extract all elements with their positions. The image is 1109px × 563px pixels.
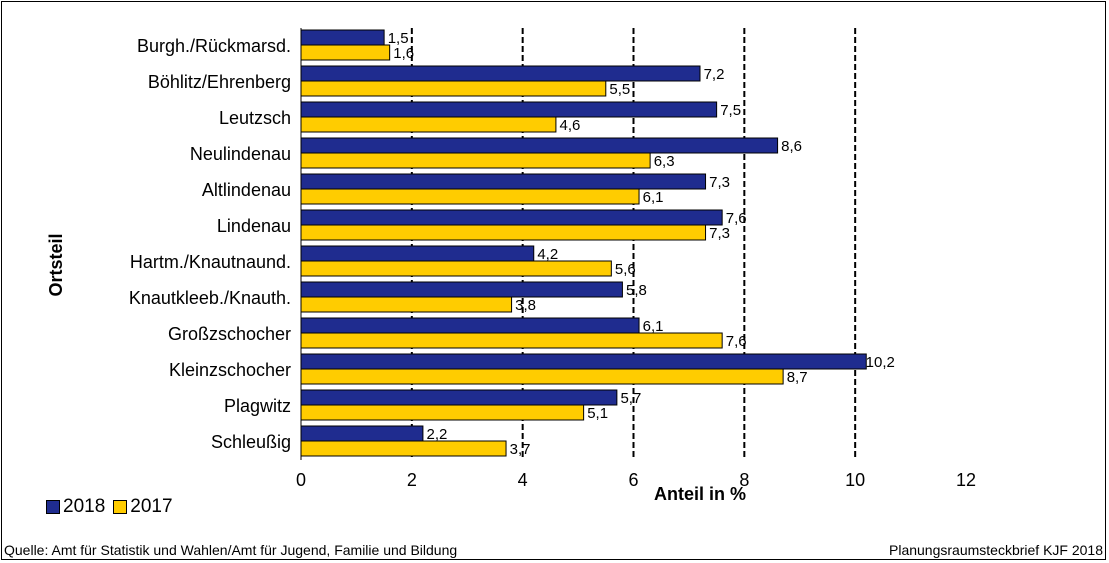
bar-2018 [300, 101, 718, 118]
category-label: Neulindenau [190, 144, 291, 164]
x-tick-label: 6 [628, 470, 638, 490]
x-tick-label: 0 [296, 470, 306, 490]
data-label-2018: 10,2 [866, 354, 895, 371]
bar-2018 [300, 425, 424, 442]
bar-2017 [300, 80, 607, 97]
data-label-2018: 5,8 [626, 282, 647, 299]
x-tick-label: 10 [845, 470, 865, 490]
bar-2018 [300, 389, 618, 406]
data-label-2017: 6,1 [643, 189, 664, 206]
category-label: Plagwitz [224, 396, 291, 416]
data-label-2017: 7,3 [709, 225, 730, 242]
bars [300, 29, 867, 457]
data-label-2017: 5,1 [587, 405, 608, 422]
data-label-2017: 1,6 [393, 45, 414, 62]
legend-label-2018: 2018 [63, 496, 106, 517]
bar-2017 [300, 188, 640, 205]
bar-2018 [300, 317, 640, 334]
data-label-2017: 5,5 [609, 81, 630, 98]
x-axis-title: Anteil in % [654, 484, 746, 504]
data-label-2018: 8,6 [781, 138, 802, 155]
bar-2017 [300, 224, 707, 241]
credit-note: Planungsraumsteckbrief KJF 2018 [889, 542, 1103, 558]
bar-2017 [300, 260, 612, 277]
bar-2018 [300, 137, 779, 154]
data-label-2018: 7,2 [704, 66, 725, 83]
data-label-2018: 4,2 [537, 246, 558, 263]
data-label-2017: 3,8 [515, 297, 536, 314]
bar-2018 [300, 173, 707, 190]
bar-2017 [300, 44, 391, 61]
data-label-2018: 5,7 [620, 390, 641, 407]
bar-2018 [300, 209, 723, 226]
bar-2017 [300, 440, 507, 457]
category-label: Hartm./Knautnaund. [130, 252, 291, 272]
legend-item-2018: 2018 [46, 496, 105, 518]
bar-2017 [300, 116, 557, 133]
data-label-2018: 1,5 [388, 30, 409, 47]
category-label: Großzschocher [168, 324, 291, 344]
category-labels: Burgh./Rückmarsd. Böhlitz/Ehrenberg Leutzs… [129, 36, 291, 452]
x-tick-label: 2 [407, 470, 417, 490]
x-tick-label: 4 [518, 470, 528, 490]
data-labels: 1,51,67,25,57,54,68,66,37,36,17,67,34,25… [388, 30, 895, 458]
data-label-2017: 7,6 [726, 333, 747, 350]
bar-2018 [300, 353, 867, 370]
data-label-2018: 7,6 [726, 210, 747, 227]
data-label-2017: 5,6 [615, 261, 636, 278]
legend-label-2017: 2017 [130, 496, 173, 517]
bar-2018 [300, 29, 385, 46]
data-label-2017: 3,7 [510, 441, 531, 458]
data-label-2017: 4,6 [559, 117, 580, 134]
data-label-2018: 7,3 [709, 174, 730, 191]
legend: 2018 2017 [46, 496, 181, 518]
data-label-2017: 6,3 [654, 153, 675, 170]
y-axis-title: Ortsteil [46, 233, 66, 296]
category-label: Kleinzschocher [169, 360, 291, 380]
category-label: Leutzsch [219, 108, 291, 128]
category-label: Altlindenau [202, 180, 291, 200]
bar-2017 [300, 332, 723, 349]
bar-2018 [300, 65, 701, 82]
x-tick-label: 12 [956, 470, 976, 490]
legend-item-2017: 2017 [113, 496, 173, 518]
bar-2017 [300, 404, 585, 421]
legend-swatch-2018 [46, 500, 60, 514]
category-label: Burgh./Rückmarsd. [137, 36, 291, 56]
category-label: Knautkleeb./Knauth. [129, 288, 291, 308]
bar-2017 [300, 368, 784, 385]
bar-2017 [300, 152, 651, 169]
data-label-2017: 8,7 [787, 369, 808, 386]
bar-2018 [300, 281, 623, 298]
bar-2018 [300, 245, 535, 262]
legend-swatch-2017 [113, 500, 128, 514]
data-label-2018: 2,2 [426, 426, 447, 443]
category-label: Schleußig [211, 432, 291, 452]
gridlines [300, 28, 857, 460]
x-tick-label: 8 [739, 470, 749, 490]
data-label-2018: 7,5 [720, 102, 741, 119]
data-label-2018: 6,1 [643, 318, 664, 335]
bar-2017 [300, 296, 513, 313]
category-label: Lindenau [217, 216, 291, 236]
category-label: Böhlitz/Ehrenberg [148, 72, 291, 92]
x-tick-labels: 0 2 4 6 8 10 12 [296, 470, 976, 490]
source-note: Quelle: Amt für Statistik und Wahlen/Amt… [4, 542, 458, 558]
